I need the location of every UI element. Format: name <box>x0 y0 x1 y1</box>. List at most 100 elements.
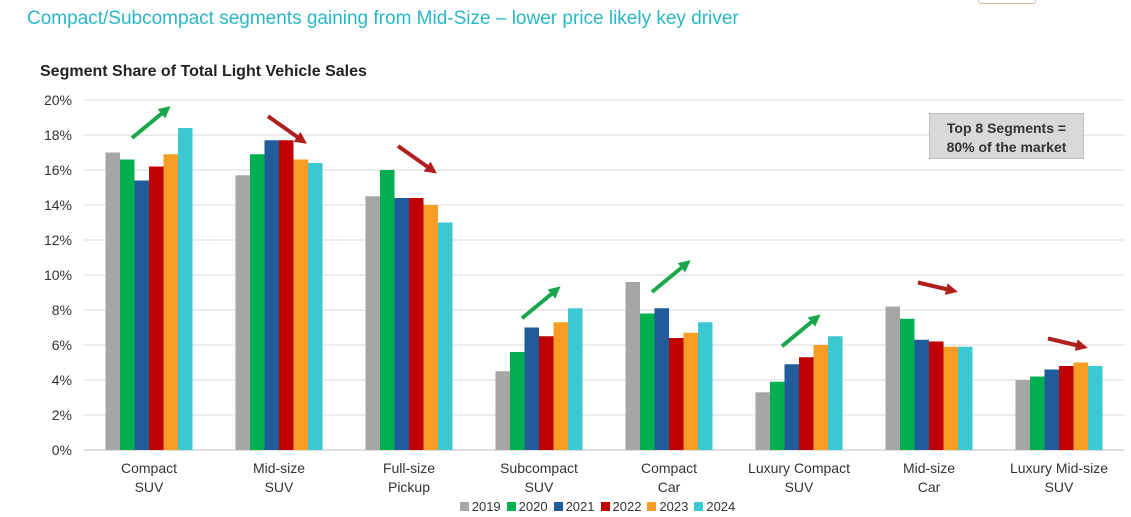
bar-2024 <box>698 322 713 450</box>
y-tick-label: 0% <box>52 442 72 458</box>
bar-2020 <box>380 170 395 450</box>
legend-label: 2024 <box>706 499 736 514</box>
trend-arrow-down <box>917 280 958 295</box>
bar-2019 <box>105 152 120 450</box>
bar-2021 <box>524 327 539 450</box>
bar-2023 <box>293 159 308 450</box>
trend-arrow-up <box>780 314 821 348</box>
legend-swatch <box>647 502 657 511</box>
legend-swatch <box>694 502 704 511</box>
bar-2023 <box>1073 362 1088 450</box>
trend-arrow-up <box>520 286 561 320</box>
legend-item: 2023 <box>647 499 688 514</box>
bar-2023 <box>683 332 698 450</box>
bar-2024 <box>1088 366 1103 450</box>
bar-2021 <box>784 364 799 450</box>
bar-2022 <box>409 198 424 450</box>
y-tick-label: 4% <box>52 372 72 388</box>
category-label: SUV <box>1045 479 1074 495</box>
bar-2023 <box>163 154 178 450</box>
bar-2021 <box>134 180 149 450</box>
slide-title: Compact/Subcompact segments gaining from… <box>27 8 739 29</box>
trend-arrow-up <box>650 260 691 294</box>
y-tick-label: 12% <box>44 232 72 248</box>
legend-swatch <box>506 502 516 511</box>
bar-2023 <box>943 346 958 450</box>
bar-2019 <box>365 196 380 450</box>
category-label: Luxury Mid-size <box>1010 460 1108 476</box>
y-tick-label: 6% <box>52 337 72 353</box>
bar-2024 <box>308 163 323 450</box>
y-tick-label: 2% <box>52 407 72 423</box>
category-label: Full-size <box>383 460 435 476</box>
bar-2022 <box>799 357 814 450</box>
category-label: SUV <box>135 479 164 495</box>
category-label: Pickup <box>388 479 430 495</box>
bar-2020 <box>900 318 915 450</box>
category-label: Car <box>918 479 941 495</box>
legend-swatch <box>600 502 610 511</box>
legend-item: 2021 <box>553 499 595 514</box>
legend-item: 2024 <box>694 499 735 514</box>
bar-2020 <box>640 313 655 450</box>
bar-2019 <box>885 306 900 450</box>
legend-item: 2020 <box>506 499 548 514</box>
bar-2019 <box>1015 380 1030 450</box>
bar-2020 <box>1030 376 1045 450</box>
bar-2024 <box>438 222 453 450</box>
bar-2019 <box>495 371 510 450</box>
category-label: Compact <box>641 460 697 476</box>
category-label: SUV <box>525 479 554 495</box>
y-tick-label: 16% <box>44 162 72 178</box>
bar-2019 <box>755 392 770 450</box>
bar-2024 <box>958 346 973 450</box>
y-tick-label: 10% <box>44 267 72 283</box>
legend-label: 2022 <box>612 499 642 514</box>
bar-2022 <box>539 336 554 450</box>
callout-line-1: Top 8 Segments = <box>946 120 1067 136</box>
legend-label: 2019 <box>471 499 501 514</box>
bar-2021 <box>1044 369 1059 450</box>
bar-2022 <box>1059 366 1074 450</box>
bar-2024 <box>178 128 193 450</box>
bar-2021 <box>654 308 669 450</box>
y-tick-label: 20% <box>44 92 72 108</box>
legend-swatch <box>459 502 469 511</box>
category-label: Subcompact <box>500 460 578 476</box>
category-label: SUV <box>265 479 294 495</box>
bar-2024 <box>568 308 583 450</box>
bar-2020 <box>510 352 525 450</box>
y-tick-label: 18% <box>44 127 72 143</box>
category-label: Luxury Compact <box>748 460 850 476</box>
category-label: SUV <box>785 479 814 495</box>
bar-2022 <box>149 166 164 450</box>
bar-2023 <box>423 205 438 450</box>
category-label: Mid-size <box>253 460 305 476</box>
bar-2022 <box>279 140 294 450</box>
bar-2020 <box>120 159 135 450</box>
callout-box: Top 8 Segments = 80% of the market <box>929 113 1084 159</box>
bar-2021 <box>264 140 279 450</box>
corner-tab <box>978 0 1036 4</box>
category-label: Compact <box>121 460 177 476</box>
legend-item: 2019 <box>459 499 501 514</box>
legend-label: 2020 <box>518 499 548 514</box>
legend-item: 2022 <box>600 499 642 514</box>
legend-swatch <box>553 502 563 511</box>
trend-arrow-up <box>130 106 171 140</box>
y-tick-label: 14% <box>44 197 72 213</box>
legend-label: 2021 <box>565 499 595 514</box>
trend-arrow-down <box>396 144 437 174</box>
category-label: Mid-size <box>903 460 955 476</box>
bar-2021 <box>914 339 929 450</box>
chart-legend: 2019 2020 2021 2022 2023 2024 <box>0 499 1131 514</box>
bar-2019 <box>235 175 250 450</box>
bar-2021 <box>394 198 409 450</box>
category-label: Car <box>658 479 681 495</box>
trend-arrow-down <box>1047 336 1088 351</box>
bar-2020 <box>250 154 265 450</box>
legend-label: 2023 <box>659 499 689 514</box>
bar-2024 <box>828 336 843 450</box>
bar-2023 <box>813 345 828 450</box>
